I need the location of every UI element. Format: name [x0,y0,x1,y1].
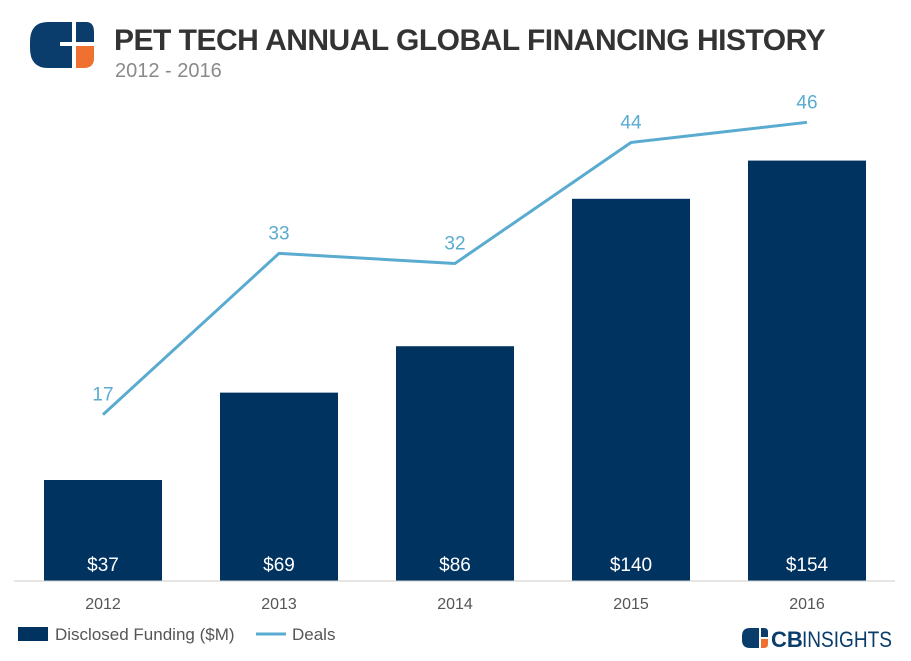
x-tick-2015: 2015 [613,596,649,613]
legend-bar-swatch [18,627,48,641]
brand-mark-left [742,628,759,648]
bar-label-2016: $154 [786,555,829,576]
bar-2013 [220,392,338,581]
logo-left-shape [30,22,72,68]
bar-2014 [396,346,514,581]
brand-mark-bottom [761,639,768,648]
brand-logo: CB INSIGHTS [742,627,892,652]
deal-label-2016: 46 [796,92,817,113]
x-tick-2016: 2016 [789,596,825,613]
brand-cb-text: CB [771,627,803,652]
x-axis-ticks: 2012 2013 2014 2015 2016 [85,596,825,613]
brand-insights-text: INSIGHTS [802,627,892,652]
x-tick-2012: 2012 [85,596,121,613]
deals-series: 17 33 32 44 46 [92,92,818,416]
brand-mark-top [761,628,768,637]
deal-label-2015: 44 [620,112,642,133]
bar-2012 [44,479,162,581]
deal-label-2012: 17 [92,385,113,406]
legend: Disclosed Funding ($M) Deals [18,625,335,644]
logo-top-right-shape [76,22,94,42]
x-tick-2014: 2014 [437,596,473,613]
legend-line-label: Deals [292,625,335,644]
deal-label-2013: 33 [268,223,289,244]
legend-bar-label: Disclosed Funding ($M) [55,625,235,644]
bar-label-2014: $86 [439,555,471,576]
chart-subtitle: 2012 - 2016 [115,60,222,82]
bar-label-2015: $140 [610,555,652,576]
x-tick-2013: 2013 [261,596,297,613]
bar-label-2013: $69 [263,555,295,576]
chart-title: PET TECH ANNUAL GLOBAL FINANCING HISTORY [114,24,826,57]
deals-line [101,120,808,416]
bar-label-2012: $37 [87,555,119,576]
bar-2016 [748,160,866,581]
bar-2015 [572,198,690,582]
company-logo [30,22,94,68]
bars-series: $37 $69 $86 $140 $154 [44,160,866,582]
logo-notch [60,42,76,46]
deal-label-2014: 32 [444,233,465,254]
logo-bottom-right-shape [76,46,94,68]
